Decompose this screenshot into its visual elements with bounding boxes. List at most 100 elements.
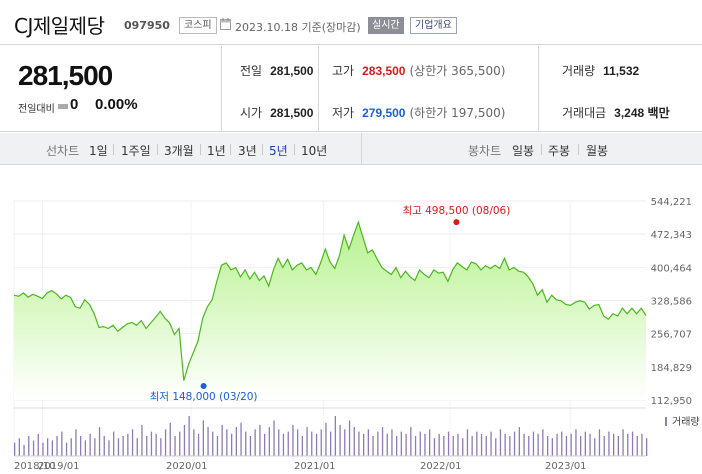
company-name[interactable]: CJ제일제당 bbox=[14, 14, 105, 38]
volume-bar bbox=[452, 436, 454, 456]
volume-bar bbox=[188, 416, 190, 456]
upper-limit: (상한가 365,500) bbox=[409, 64, 506, 78]
candle-daily[interactable]: 일봉 bbox=[512, 144, 535, 158]
volume-bar bbox=[613, 433, 615, 456]
volume-bar bbox=[509, 436, 511, 456]
volume-bar bbox=[94, 438, 96, 456]
volume-bar bbox=[164, 429, 167, 456]
x-tick-label: 2018/10 bbox=[14, 461, 56, 472]
company-info-button[interactable]: 기업개요 bbox=[410, 17, 457, 34]
volume-bar bbox=[438, 433, 440, 456]
volume-bar bbox=[108, 440, 110, 456]
volume-bar bbox=[37, 433, 39, 456]
volume-bar bbox=[622, 429, 624, 456]
volume-bar bbox=[282, 433, 285, 456]
divider bbox=[318, 46, 319, 132]
divider bbox=[294, 144, 295, 155]
realtime-button[interactable]: 실시간 bbox=[368, 17, 404, 34]
volume-bar bbox=[131, 429, 134, 456]
volume-bar bbox=[113, 431, 115, 456]
volume-bar bbox=[424, 433, 426, 456]
volume-bar bbox=[287, 431, 289, 456]
volume-bar bbox=[339, 424, 341, 456]
low-cell: 저가 279,500 (하한가 197,500) bbox=[332, 104, 505, 124]
period-10y[interactable]: 10년 bbox=[301, 144, 328, 158]
volume-bar bbox=[476, 431, 478, 456]
prev-close-label: 전일 bbox=[240, 64, 263, 78]
current-price: 281,500 bbox=[18, 60, 113, 91]
volume-bar bbox=[556, 433, 558, 456]
volume-bar bbox=[80, 436, 82, 456]
volume-bar bbox=[344, 429, 346, 456]
high-cell: 고가 283,500 (상한가 365,500) bbox=[332, 62, 505, 82]
volume-bar bbox=[197, 433, 200, 456]
candle-monthly[interactable]: 월봉 bbox=[586, 144, 609, 158]
calendar-icon bbox=[220, 18, 231, 30]
volume-bar bbox=[570, 433, 572, 456]
volume-bar bbox=[641, 433, 643, 456]
volume-bar bbox=[84, 440, 86, 456]
volume-bar bbox=[56, 436, 58, 456]
volume-bar bbox=[334, 416, 336, 456]
divider bbox=[157, 144, 158, 155]
quote-panel: 281,500 전일대비 0 0.00% 전일 281,500 시가 281,500… bbox=[0, 46, 702, 132]
period-3m[interactable]: 3개월 bbox=[164, 144, 194, 158]
high-value: 283,500 bbox=[362, 64, 406, 78]
base-date: 2023.10.18 기준(장마감) bbox=[235, 21, 361, 34]
volume-bar bbox=[400, 431, 402, 456]
volume-bar bbox=[264, 433, 266, 456]
change-value: 0 bbox=[70, 96, 79, 113]
period-5y[interactable]: 5년 bbox=[269, 144, 288, 158]
high-label: 고가 bbox=[332, 64, 355, 78]
volume-bar bbox=[315, 433, 318, 456]
volume-bar bbox=[75, 429, 77, 456]
volume-bar bbox=[18, 438, 20, 456]
volume-bar bbox=[42, 442, 44, 456]
annotations: 최고 498,500 (08/06) 최저 148,000 (03/20) bbox=[150, 205, 511, 403]
volume-bar bbox=[292, 424, 294, 456]
stock-header: CJ제일제당 097950 코스피 2023.10.18 기준(장마감) 실시간… bbox=[0, 0, 702, 45]
volume-bar bbox=[542, 429, 544, 456]
volume-bar bbox=[240, 422, 242, 456]
x-tick-label: 2020/01 bbox=[166, 461, 208, 472]
volume-bar bbox=[311, 431, 313, 456]
y-axis: 544,221 472,343 400,464 328,586 256,707 184,8… bbox=[651, 197, 692, 407]
candle-chart-label: 봉차트 bbox=[468, 144, 502, 158]
volume-bar bbox=[589, 433, 591, 456]
volume-bar bbox=[410, 427, 412, 456]
period-1w[interactable]: 1주일 bbox=[121, 144, 151, 158]
volume-bar bbox=[414, 436, 417, 456]
divider bbox=[361, 133, 362, 165]
volume-bar bbox=[518, 427, 520, 456]
change-label: 전일대비 bbox=[18, 104, 55, 115]
volume-bar bbox=[386, 433, 388, 456]
volume-cell: 거래량 11,532 bbox=[562, 62, 639, 82]
volume-bar bbox=[443, 436, 445, 456]
divider bbox=[538, 46, 539, 132]
volume-bar bbox=[103, 436, 105, 456]
volume-bar bbox=[330, 431, 332, 456]
price-chart[interactable]: 544,221 472,343 400,464 328,586 256,707 184,8… bbox=[0, 190, 702, 474]
volume-bar bbox=[405, 433, 407, 456]
period-1y[interactable]: 1년 bbox=[207, 144, 226, 158]
volume-bar bbox=[381, 427, 384, 456]
quote-grid: 전일 281,500 시가 281,500 고가 283,500 (상한가 365,50… bbox=[222, 46, 702, 132]
volume-bar bbox=[561, 431, 563, 456]
volume-bar bbox=[216, 436, 219, 456]
volume-bar bbox=[51, 440, 53, 456]
volume-bar bbox=[608, 431, 610, 456]
volume-bar bbox=[174, 436, 176, 456]
period-1d[interactable]: 1일 bbox=[89, 144, 108, 158]
x-tick-label: 2022/01 bbox=[420, 461, 462, 472]
volume-bar bbox=[551, 438, 553, 456]
volume-bar bbox=[532, 431, 535, 456]
line-chart-label: 선차트 bbox=[46, 144, 80, 158]
volume-bar bbox=[396, 436, 398, 456]
unchanged-icon bbox=[58, 104, 68, 109]
candle-weekly[interactable]: 주봉 bbox=[548, 144, 571, 158]
volume-bar bbox=[297, 429, 299, 456]
period-3y[interactable]: 3년 bbox=[238, 144, 257, 158]
volume-bar bbox=[320, 429, 322, 456]
high-annotation: 최고 498,500 (08/06) bbox=[402, 205, 510, 217]
volume-bar bbox=[367, 429, 369, 456]
